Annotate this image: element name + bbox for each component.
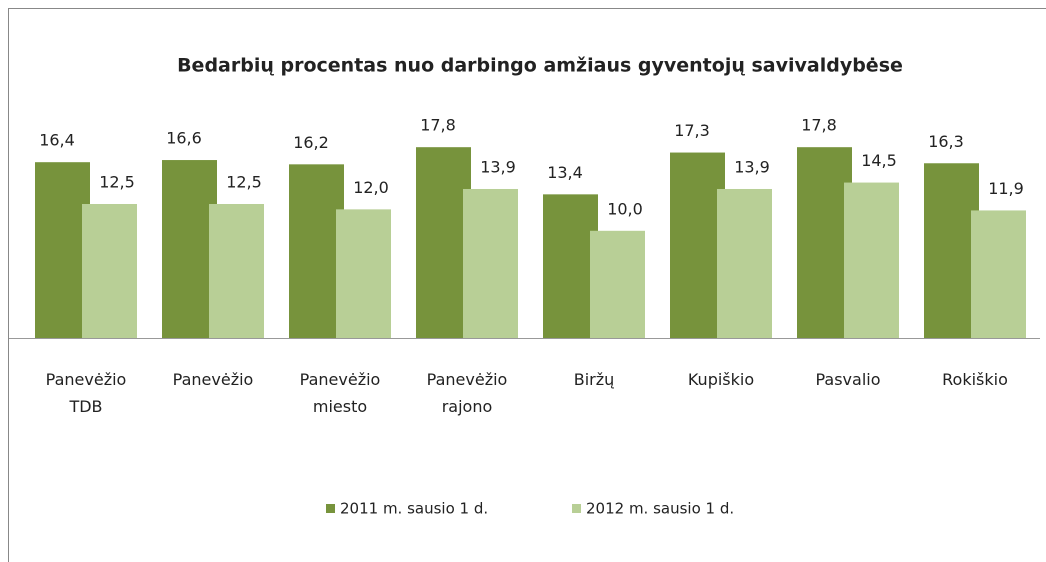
- x-tick-label: Biržų: [573, 370, 615, 389]
- bar: [717, 188, 772, 338]
- bar: [336, 209, 391, 338]
- bar: [590, 230, 645, 338]
- bar: [844, 182, 899, 338]
- value-label: 17,8: [801, 116, 837, 135]
- value-label: 13,9: [734, 157, 770, 176]
- value-label: 16,2: [293, 133, 329, 152]
- legend-label: 2012 m. sausio 1 d.: [586, 500, 734, 518]
- value-label: 16,4: [39, 131, 75, 150]
- legend-label: 2011 m. sausio 1 d.: [340, 500, 488, 518]
- bar: [35, 162, 90, 338]
- value-label: 10,0: [607, 199, 643, 218]
- value-label: 13,4: [547, 163, 583, 182]
- legend-swatch: [572, 504, 581, 513]
- value-label: 16,6: [166, 129, 202, 148]
- x-tick-label: Panevėžio miesto: [299, 370, 381, 416]
- x-tick-label: Pasvalio: [815, 370, 881, 389]
- value-label: 17,3: [674, 121, 710, 140]
- bar: [670, 152, 725, 338]
- legend-swatch: [326, 504, 335, 513]
- bar: [971, 210, 1026, 338]
- x-tick-label: Panevėžio rajono: [426, 370, 508, 416]
- value-label: 12,0: [353, 178, 389, 197]
- chart-title: Bedarbių procentas nuo darbingo amžiaus …: [177, 55, 903, 77]
- bar: [82, 204, 137, 338]
- value-label: 16,3: [928, 132, 964, 151]
- value-label: 13,9: [480, 157, 516, 176]
- bar: [543, 194, 598, 338]
- value-label: 14,5: [861, 151, 897, 170]
- value-label: 12,5: [99, 173, 135, 192]
- bar: [463, 188, 518, 338]
- value-label: 11,9: [988, 179, 1024, 198]
- x-tick-label: Panevėžio TDB: [45, 370, 127, 416]
- value-label: 17,8: [420, 116, 456, 135]
- bar: [289, 164, 344, 338]
- x-tick-label: Rokiškio: [942, 370, 1008, 389]
- bar: [797, 147, 852, 338]
- bar: [416, 147, 471, 338]
- bar: [924, 163, 979, 338]
- bar: [209, 204, 264, 338]
- x-tick-label: Panevėžio: [172, 370, 254, 389]
- bar: [162, 160, 217, 338]
- value-label: 12,5: [226, 173, 262, 192]
- x-tick-label: Kupiškio: [687, 370, 755, 389]
